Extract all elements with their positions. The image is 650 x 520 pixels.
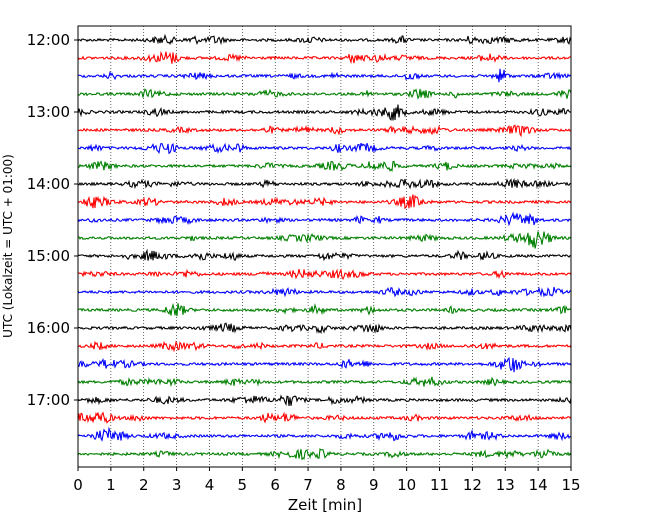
x-tick-label: 0 (73, 476, 83, 494)
x-tick-label: 14 (529, 476, 548, 494)
x-tick-label: 12 (463, 476, 482, 494)
y-axis-label: UTC (Lokalzeit = UTC + 01:00) (1, 154, 15, 338)
seismic-trace (77, 426, 572, 442)
seismic-trace (77, 376, 572, 388)
plot-frame (77, 25, 572, 468)
x-tick-label: 9 (369, 476, 379, 494)
seismic-trace (77, 194, 572, 210)
x-tick-label: 8 (336, 476, 346, 494)
seismic-trace (77, 104, 572, 121)
x-tick-label: 10 (397, 476, 416, 494)
y-tick-label: 14:00 (27, 175, 70, 193)
seismic-trace (77, 268, 572, 281)
y-tick-label: 17:00 (27, 391, 70, 409)
seismic-trace (77, 33, 572, 46)
x-tick-label: 3 (172, 476, 182, 494)
x-tick-label: 5 (238, 476, 248, 494)
y-tick-label: 16:00 (27, 319, 70, 337)
seismic-trace (77, 286, 572, 298)
seismic-trace (77, 160, 572, 172)
x-tick-label: 6 (270, 476, 280, 494)
x-tick-label: 13 (496, 476, 515, 494)
seismic-trace (77, 340, 572, 353)
seismic-trace (77, 231, 572, 249)
y-tick-label: 15:00 (27, 247, 70, 265)
seismic-trace (77, 124, 572, 138)
seismic-trace (77, 50, 572, 65)
seismic-trace (77, 88, 572, 100)
seismic-trace (77, 448, 572, 461)
seismic-trace (77, 142, 572, 155)
seismic-trace (77, 411, 572, 424)
seismic-trace (77, 68, 572, 83)
seismic-traces (77, 33, 572, 461)
seismic-trace (77, 356, 572, 373)
seismic-trace (77, 211, 572, 227)
seismic-trace (77, 177, 572, 190)
seismic-trace (77, 302, 572, 317)
seismic-trace (77, 394, 572, 407)
x-tick-label: 7 (303, 476, 313, 494)
x-tick-label: 1 (106, 476, 116, 494)
x-tick-label: 15 (561, 476, 580, 494)
x-axis-label: Zeit [min] (288, 496, 362, 514)
seismic-trace (77, 322, 572, 335)
seismic-trace (77, 248, 572, 262)
x-tick-label: 2 (139, 476, 149, 494)
y-axis: 12:00 13:00 14:00 15:00 16:00 17:00 (27, 31, 78, 409)
x-axis: 0 1 2 3 4 5 6 7 8 9 10 11 12 13 14 15 (73, 467, 581, 494)
y-tick-label: 12:00 (27, 31, 70, 49)
x-tick-label: 4 (205, 476, 215, 494)
y-tick-label: 13:00 (27, 103, 70, 121)
x-tick-label: 11 (430, 476, 449, 494)
